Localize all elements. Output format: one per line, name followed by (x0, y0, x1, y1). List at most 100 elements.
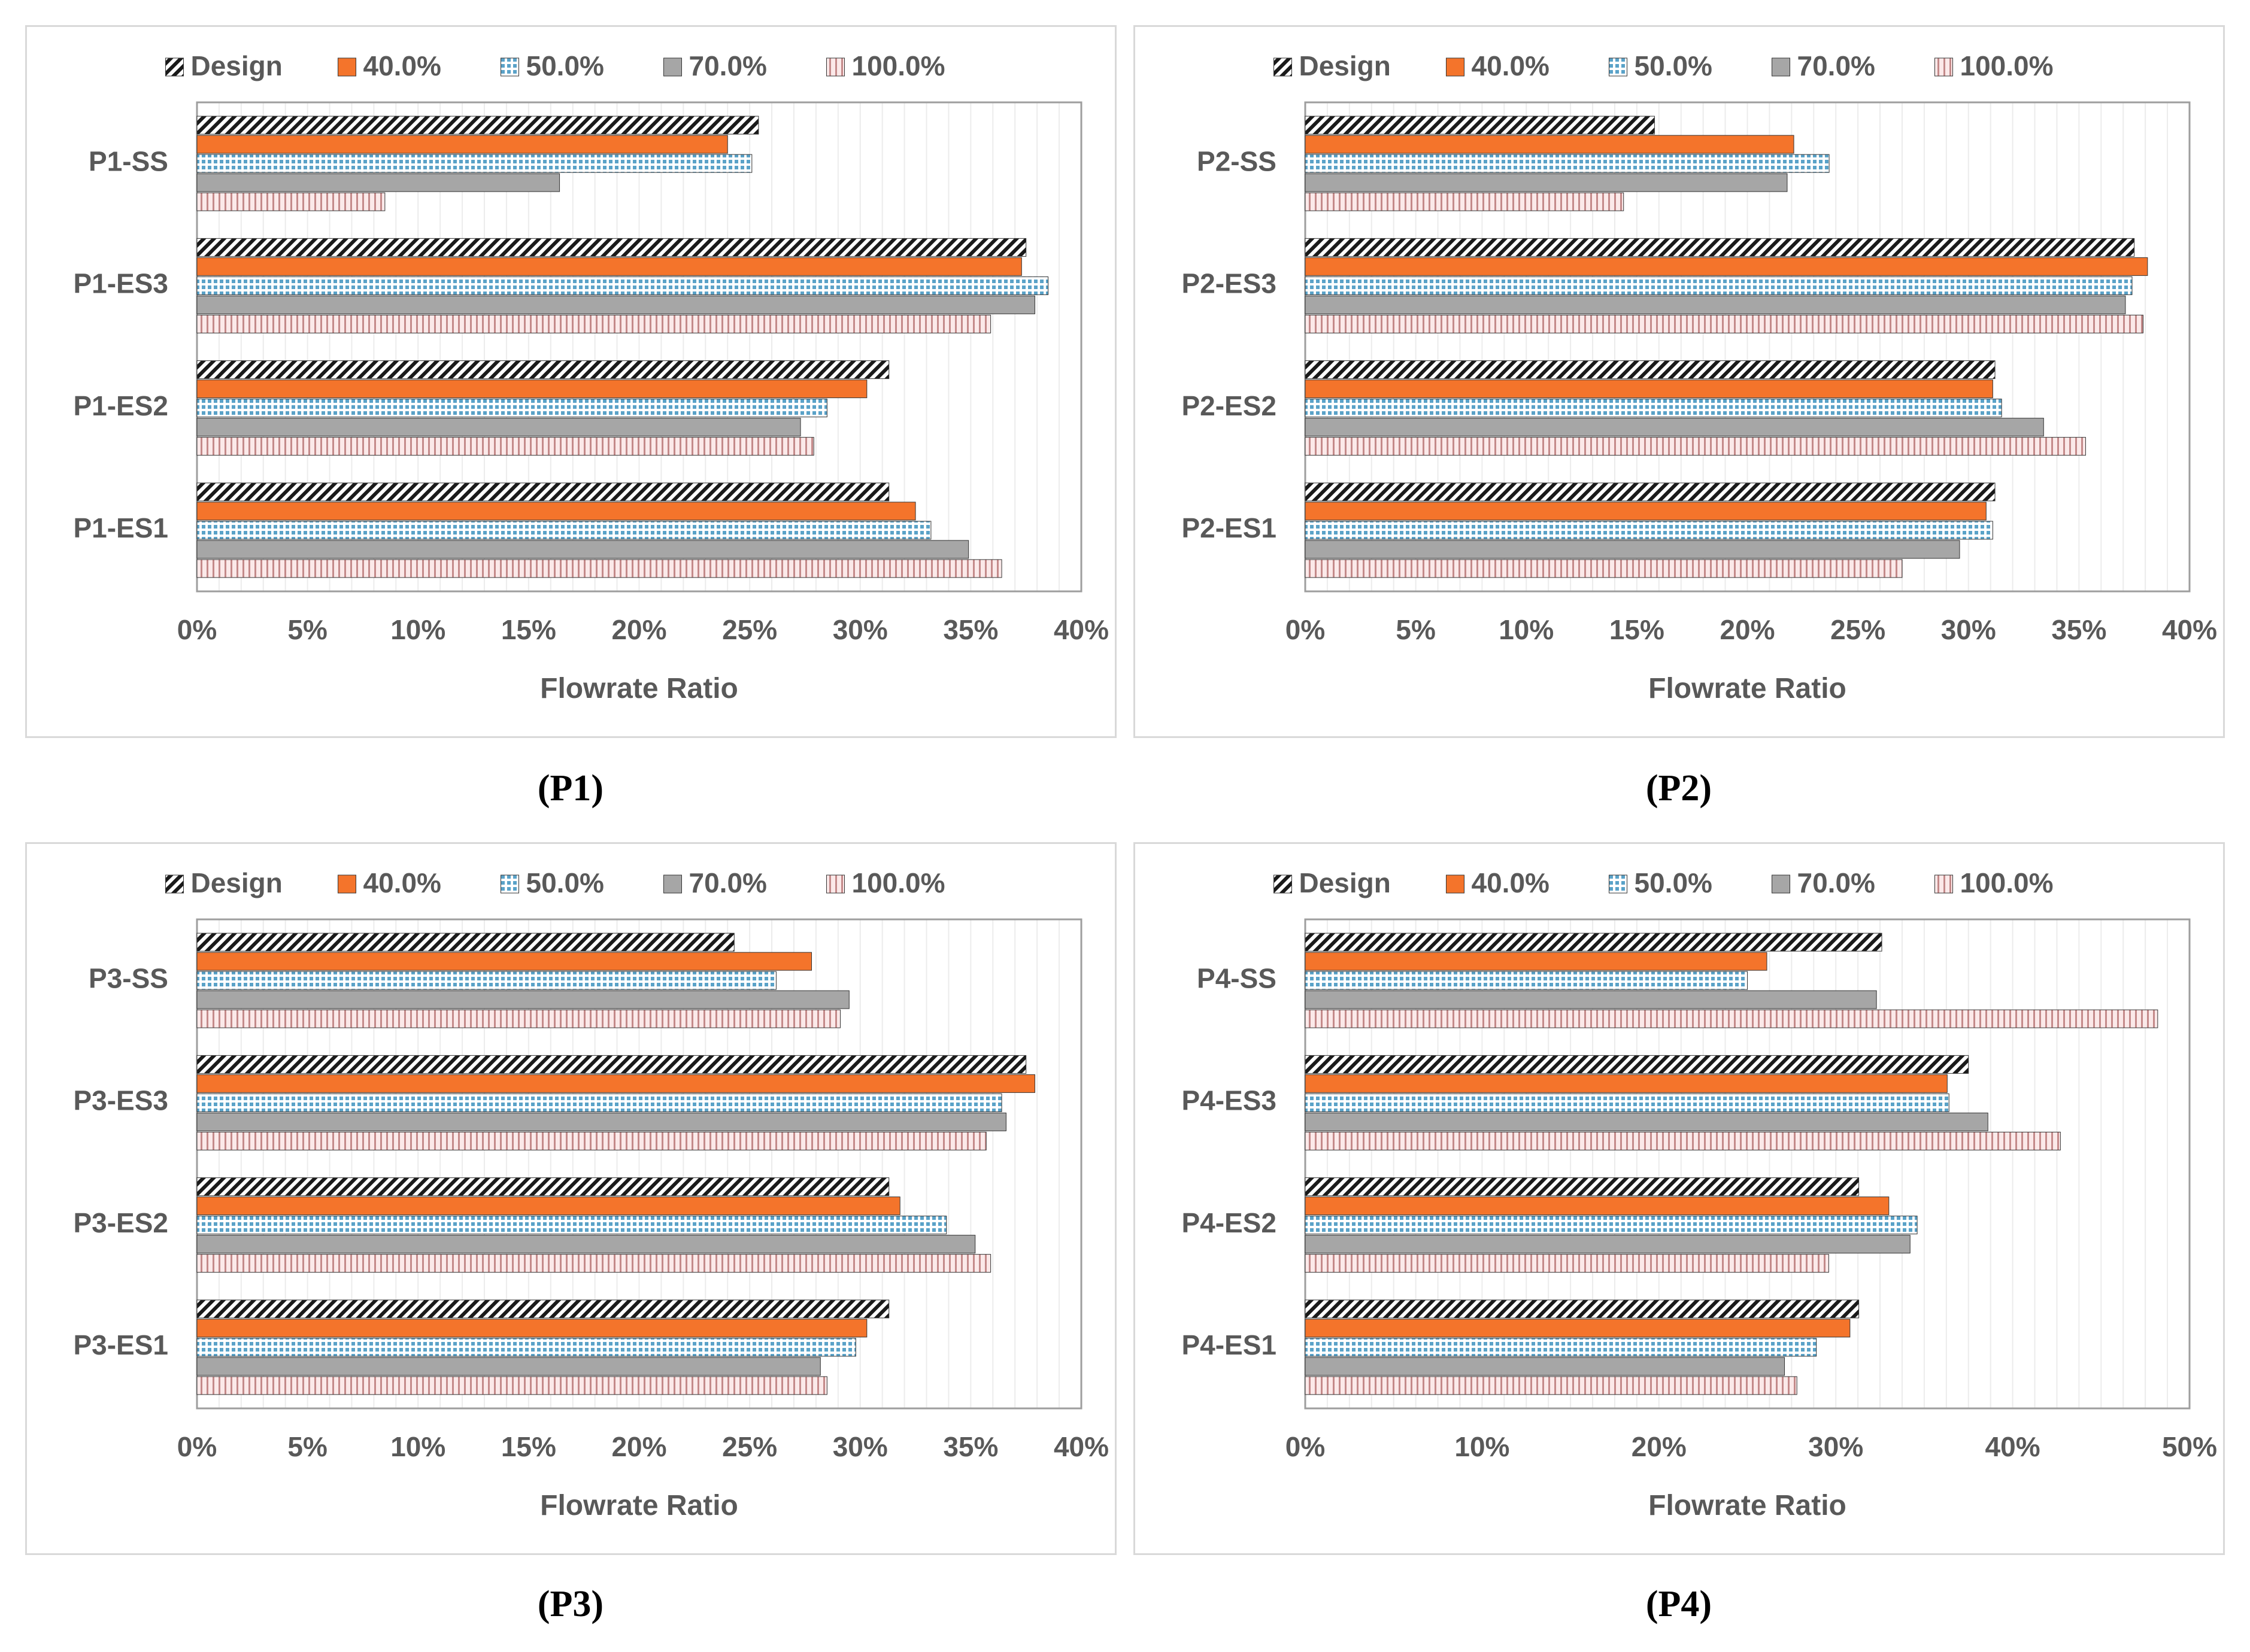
bar-p2-es2-100 (1305, 437, 2086, 456)
category-label-p1-es2: P1-ES2 (73, 390, 168, 421)
bar-p2-ss-50 (1305, 154, 1830, 173)
bar-p3-es2-design (196, 1177, 890, 1197)
plot-area (1304, 101, 2191, 593)
x-tick-label: 35% (2051, 614, 2106, 645)
x-tick-label: 30% (833, 614, 888, 645)
category-label-p2-es2: P2-ES2 (1181, 390, 1276, 421)
bar-p1-es3-design (196, 238, 1027, 257)
x-tick-label: 10% (1454, 1431, 1509, 1462)
bar-p2-es2-70 (1305, 418, 2044, 437)
bar-p1-es2-40 (196, 379, 868, 399)
x-tick-label: 40% (2162, 614, 2217, 645)
category-label-p2-ss: P2-SS (1197, 145, 1276, 177)
bar-p2-es2-design (1305, 360, 1996, 379)
plot-area (196, 918, 1082, 1410)
x-tick-label: 25% (1830, 614, 1885, 645)
bar-p2-es3-50 (1305, 276, 2133, 295)
bar-p3-ss-100 (196, 1009, 841, 1028)
bar-p4-es3-70 (1305, 1112, 1988, 1131)
caption-p1: (P1) (537, 768, 604, 809)
legend-swatch-design (1273, 57, 1292, 77)
x-tick-label: 15% (501, 1431, 556, 1462)
chart-p2: P2-SS P2-ES3 P2-ES2 P2-ES1 0% 5% 10% 15% 20% 25% 3… (1181, 50, 2217, 704)
x-tick-label: 5% (287, 1431, 327, 1462)
legend-swatch-70 (1772, 874, 1790, 894)
bar-p3-ss-design (196, 933, 735, 952)
chart-p4: P4-SS P4-ES3 P4-ES2 P4-ES1 0% 10% 20% 30% 40% 50%… (1181, 867, 2217, 1522)
x-tick-label: 5% (1396, 614, 1435, 645)
legend-swatch-design (165, 874, 184, 894)
legend-label-50: 50.0% (1635, 867, 1712, 898)
x-tick-label: 30% (833, 1431, 888, 1462)
bar-p2-es3-design (1305, 238, 2135, 257)
bar-p1-es2-100 (196, 437, 814, 456)
bar-p4-es2-100 (1305, 1254, 1829, 1273)
bar-p2-es3-70 (1305, 295, 2126, 314)
bar-p3-es1-100 (196, 1376, 827, 1395)
category-label-p1-es1: P1-ES1 (73, 512, 168, 543)
category-label-p2-es3: P2-ES3 (1181, 268, 1276, 299)
category-label-p4-es2: P4-ES2 (1181, 1207, 1276, 1238)
bar-p3-es3-design (196, 1055, 1027, 1074)
bar-p1-es2-70 (196, 418, 801, 437)
bar-p2-es1-design (1305, 482, 1996, 502)
legend-swatch-50 (501, 57, 519, 77)
bar-p4-ss-50 (1305, 971, 1748, 990)
legend-swatch-100 (1934, 874, 1953, 894)
x-tick-label: 0% (177, 1431, 217, 1462)
category-label-p2-es1: P2-ES1 (1181, 512, 1276, 543)
legend-swatch-100 (826, 57, 845, 77)
category-label-p1-ss: P1-SS (89, 145, 168, 177)
x-tick-label: 40% (1054, 614, 1109, 645)
bar-p1-es2-50 (196, 399, 827, 418)
x-tick-label: 5% (287, 614, 327, 645)
bar-p3-ss-40 (196, 952, 812, 971)
bar-p1-es1-50 (196, 521, 932, 540)
x-tick-label: 10% (390, 614, 445, 645)
legend-label-50: 50.0% (1635, 50, 1712, 81)
legend-label-design: Design (1299, 867, 1391, 898)
x-tick-label: 35% (943, 1431, 998, 1462)
bar-p2-es2-40 (1305, 379, 1993, 399)
bar-p3-es1-50 (196, 1338, 856, 1357)
x-tick-label: 50% (2162, 1431, 2217, 1462)
bar-p4-es1-40 (1305, 1319, 1851, 1338)
legend-label-50: 50.0% (526, 50, 604, 81)
bar-p4-es1-100 (1305, 1376, 1797, 1395)
bar-p2-es3-100 (1305, 314, 2143, 333)
legend-label-design: Design (191, 50, 283, 81)
x-tick-label: 25% (722, 1431, 777, 1462)
chart-panel-p2: P2-SS P2-ES3 P2-ES2 P2-ES1 0% 5% 10% 15% 20% 25% 3… (1133, 25, 2225, 738)
bar-p4-es3-50 (1305, 1093, 1949, 1112)
x-axis-label: Flowrate Ratio (1648, 1490, 1846, 1522)
bar-p4-es2-40 (1305, 1197, 1890, 1216)
caption-p4: (P4) (1645, 1584, 1712, 1624)
caption-p2: (P2) (1645, 768, 1712, 809)
legend-swatch-50 (1609, 874, 1627, 894)
legend-swatch-70 (1772, 57, 1790, 77)
bar-p3-es2-50 (196, 1216, 947, 1235)
category-label-p3-es3: P3-ES3 (73, 1085, 168, 1116)
x-tick-label: 20% (611, 614, 666, 645)
bar-p2-ss-design (1305, 116, 1655, 135)
bar-p1-es3-70 (196, 295, 1035, 314)
bar-p4-ss-design (1305, 933, 1882, 952)
bar-p4-es3-100 (1305, 1131, 2061, 1150)
category-label-p3-ss: P3-SS (89, 962, 168, 994)
category-label-p4-es1: P4-ES1 (1181, 1329, 1276, 1361)
legend: Design 40.0% 50.0% 70.0% 100.0% (1273, 50, 2054, 81)
x-tick-label: 15% (1609, 614, 1664, 645)
bar-p1-es3-50 (196, 276, 1049, 295)
x-tick-label: 25% (722, 614, 777, 645)
x-tick-label: 40% (1054, 1431, 1109, 1462)
bar-p2-es1-100 (1305, 559, 1903, 578)
bar-p3-es1-70 (196, 1357, 821, 1376)
bar-p2-es3-40 (1305, 257, 2148, 276)
legend-label-design: Design (1299, 50, 1391, 81)
category-label-p4-ss: P4-SS (1197, 962, 1276, 994)
bar-p4-es2-70 (1305, 1235, 1911, 1254)
bar-p1-es1-70 (196, 540, 969, 559)
bar-p4-es1-design (1305, 1299, 1860, 1319)
bar-p1-ss-design (196, 116, 759, 135)
legend-swatch-40 (338, 57, 356, 77)
